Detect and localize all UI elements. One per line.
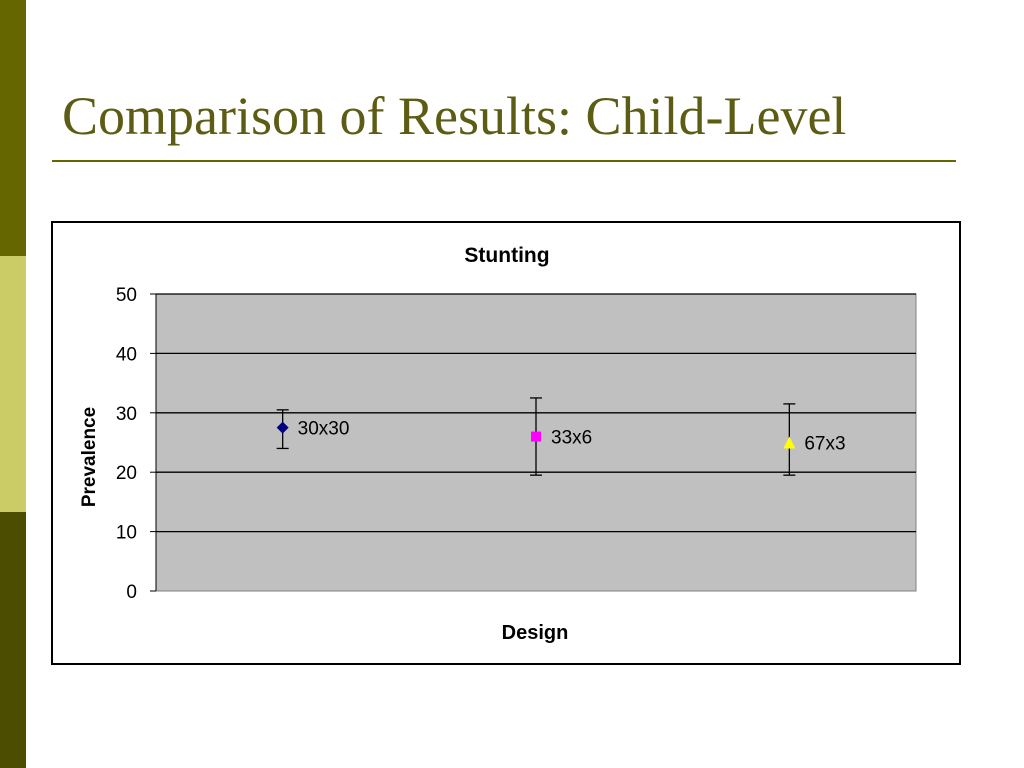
y-tick-label: 40 xyxy=(116,344,137,365)
y-tick-label: 10 xyxy=(116,523,137,544)
y-tick-label: 0 xyxy=(126,582,137,603)
y-tick-label: 20 xyxy=(116,463,137,484)
y-tick-label: 50 xyxy=(116,285,137,306)
chart-title: Stunting xyxy=(464,244,549,267)
data-point-33x6 xyxy=(531,431,541,442)
slide-title: Comparison of Results: Child-Level xyxy=(62,86,847,146)
y-axis-label: Prevalence xyxy=(79,407,100,507)
data-label: 67x3 xyxy=(804,434,845,455)
x-axis-label: Design xyxy=(502,622,569,644)
data-label: 30x30 xyxy=(298,419,350,440)
accent-bar-bottom xyxy=(0,512,26,768)
y-tick-label: 30 xyxy=(116,404,137,425)
accent-bar-middle xyxy=(0,256,26,512)
chart: Stunting 0 10 20 30 40 50 30x30 33x6 67x3 Preval… xyxy=(79,244,917,644)
title-underline xyxy=(52,160,956,162)
data-point-67x3 xyxy=(783,436,796,449)
plot-area: 0 10 20 30 40 50 30x30 33x6 67x3 xyxy=(116,285,917,603)
data-label: 33x6 xyxy=(551,428,592,449)
data-point-30x30 xyxy=(276,421,289,434)
accent-bar-top xyxy=(0,0,26,256)
